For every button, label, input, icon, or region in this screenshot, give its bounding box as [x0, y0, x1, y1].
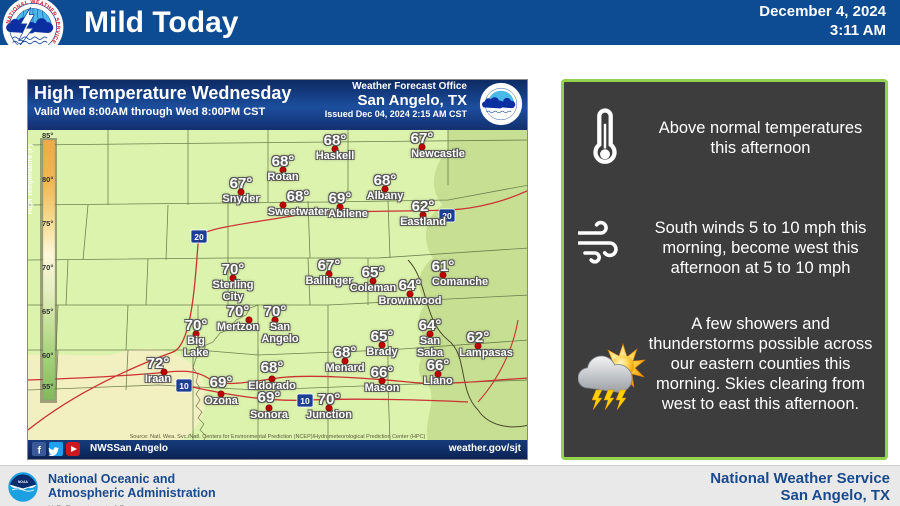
svg-text:10: 10: [179, 381, 189, 391]
svg-text:NOAA: NOAA: [18, 480, 29, 484]
svg-text:10: 10: [300, 396, 310, 406]
svg-text:f: f: [38, 444, 42, 456]
svg-text:20: 20: [194, 232, 204, 242]
